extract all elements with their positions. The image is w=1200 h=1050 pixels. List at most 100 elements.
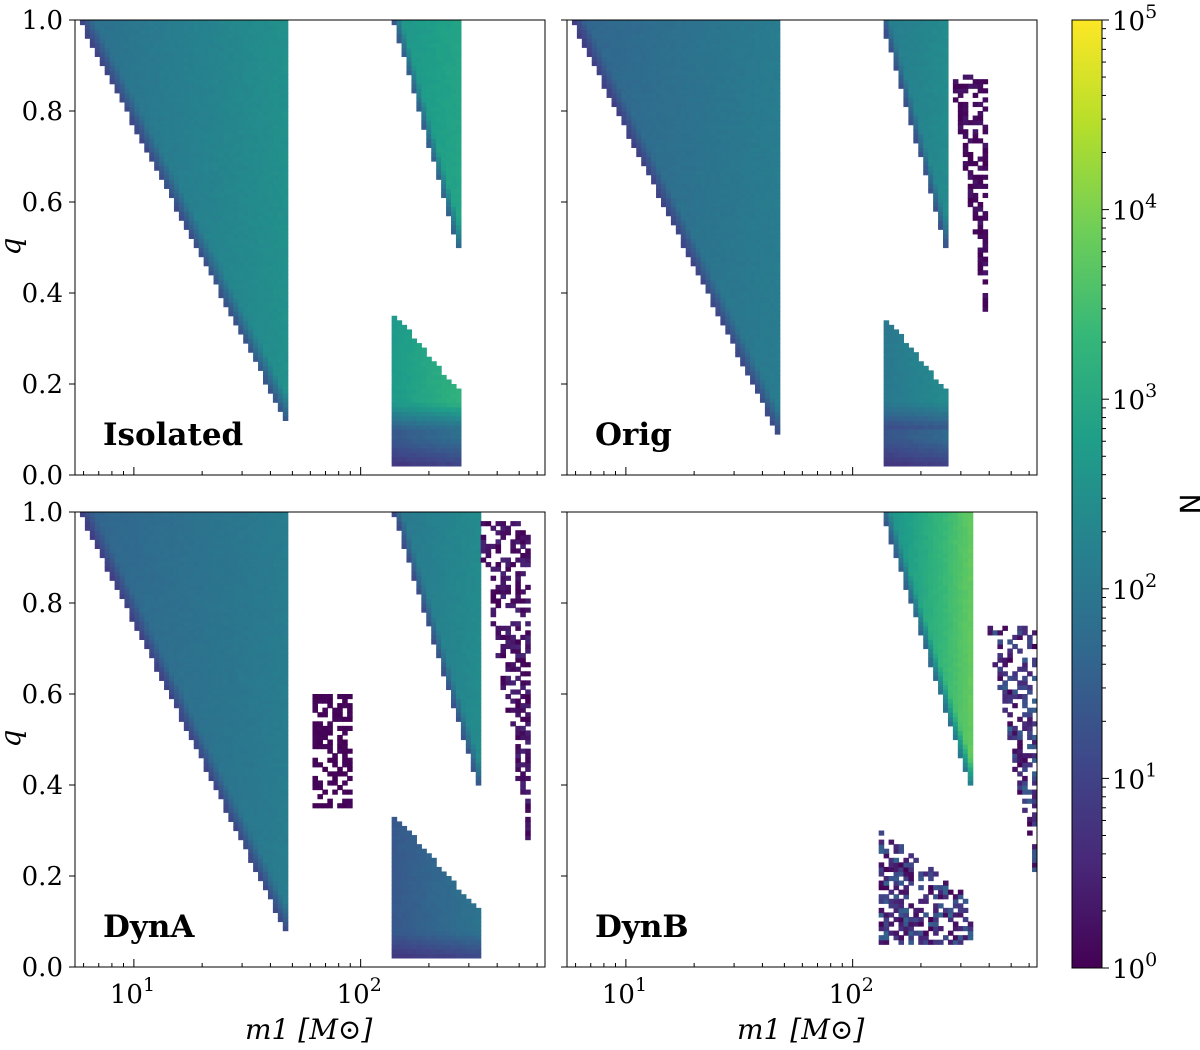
heatmap-cell xyxy=(183,88,190,94)
heatmap-cell xyxy=(243,51,249,57)
heatmap-cell xyxy=(745,115,751,121)
heatmap-cell xyxy=(933,142,939,148)
heatmap-cell xyxy=(164,170,170,176)
heatmap-cell xyxy=(198,161,205,167)
heatmap-cell xyxy=(391,456,398,462)
heatmap-cell xyxy=(253,288,259,294)
heatmap-cell xyxy=(144,47,150,53)
heatmap-cell xyxy=(715,302,721,308)
heatmap-cell xyxy=(715,124,721,130)
heatmap-cell xyxy=(700,38,707,44)
heatmap-cell xyxy=(759,33,766,39)
heatmap-cell xyxy=(198,29,205,35)
heatmap-cell xyxy=(755,338,761,344)
heatmap-cell xyxy=(735,320,741,326)
heatmap-cell xyxy=(759,83,766,89)
heatmap-cell xyxy=(631,115,637,121)
heatmap-cell xyxy=(421,88,427,94)
heatmap-cell xyxy=(903,51,909,57)
heatmap-cell xyxy=(611,79,618,85)
heatmap-cell xyxy=(621,29,627,35)
heatmap-cell xyxy=(406,24,413,30)
heatmap-cell xyxy=(188,165,195,171)
heatmap-cell xyxy=(238,229,244,235)
heatmap-cell xyxy=(277,311,284,317)
heatmap-cell xyxy=(740,324,746,330)
heatmap-cell xyxy=(446,388,452,394)
heatmap-cell xyxy=(455,83,462,89)
heatmap-cell xyxy=(178,120,185,126)
heatmap-cell xyxy=(248,320,254,326)
heatmap-cell xyxy=(938,33,944,39)
heatmap-cell xyxy=(228,156,234,162)
heatmap-cell xyxy=(451,38,457,44)
heatmap-cell xyxy=(923,38,929,44)
heatmap-cell xyxy=(416,406,422,412)
heatmap-cell xyxy=(267,388,274,394)
heatmap-cell xyxy=(923,111,929,117)
heatmap-cell xyxy=(710,302,717,308)
heatmap-cell xyxy=(431,447,437,453)
heatmap-cell xyxy=(774,142,781,148)
heatmap-cell xyxy=(675,101,682,108)
heatmap-cell xyxy=(267,183,274,189)
heatmap-cell xyxy=(656,29,662,35)
heatmap-cell xyxy=(774,179,781,185)
heatmap-cell xyxy=(208,101,215,108)
heatmap-cell xyxy=(710,101,717,108)
heatmap-cell xyxy=(149,65,155,71)
heatmap-cell xyxy=(715,29,721,35)
heatmap-cell xyxy=(164,74,170,80)
heatmap-cell xyxy=(651,51,657,57)
heatmap-cell xyxy=(750,229,756,235)
heatmap-cell xyxy=(228,252,234,258)
heatmap-cell xyxy=(208,211,215,217)
heatmap-cell xyxy=(735,311,741,317)
heatmap-cell xyxy=(740,124,746,130)
heatmap-cell xyxy=(188,60,195,67)
heatmap-cell xyxy=(928,142,934,148)
heatmap-cell xyxy=(282,215,289,221)
heatmap-cell xyxy=(745,343,751,349)
heatmap-cell xyxy=(735,256,741,262)
heatmap-cell xyxy=(918,56,924,62)
heatmap-cell xyxy=(893,51,900,57)
heatmap-cell xyxy=(695,270,702,276)
heatmap-cell xyxy=(675,202,682,208)
heatmap-cell xyxy=(208,224,215,230)
heatmap-cell xyxy=(725,179,731,185)
heatmap-cell xyxy=(730,33,736,39)
heatmap-cell xyxy=(416,65,422,71)
heatmap-cell xyxy=(715,265,721,271)
heatmap-cell xyxy=(943,179,949,185)
heatmap-cell xyxy=(675,224,682,230)
heatmap-cell xyxy=(272,311,279,317)
heatmap-cell xyxy=(173,29,180,35)
heatmap-cell xyxy=(755,51,761,57)
heatmap-cell xyxy=(725,106,731,112)
heatmap-cell xyxy=(893,343,900,349)
heatmap-cell xyxy=(725,170,731,176)
heatmap-cell xyxy=(725,215,731,221)
heatmap-cell xyxy=(451,33,457,39)
heatmap-cell xyxy=(243,124,249,130)
heatmap-cell xyxy=(631,51,637,57)
heatmap-cell xyxy=(893,333,900,340)
heatmap-cell xyxy=(243,101,249,108)
heatmap-cell xyxy=(213,247,220,253)
heatmap-cell xyxy=(451,65,457,71)
heatmap-cell xyxy=(455,42,462,48)
heatmap-cell xyxy=(616,29,623,35)
heatmap-cell xyxy=(169,133,175,139)
heatmap-cell xyxy=(883,361,890,367)
heatmap-cell xyxy=(441,393,447,399)
heatmap-cell xyxy=(705,238,712,244)
heatmap-cell xyxy=(99,20,106,26)
heatmap-cell xyxy=(89,38,96,44)
heatmap-cell xyxy=(218,174,225,180)
heatmap-cell xyxy=(774,97,781,103)
heatmap-cell xyxy=(282,74,289,80)
heatmap-cell xyxy=(277,38,284,44)
heatmap-cell xyxy=(272,265,279,271)
heatmap-cell xyxy=(695,65,702,71)
